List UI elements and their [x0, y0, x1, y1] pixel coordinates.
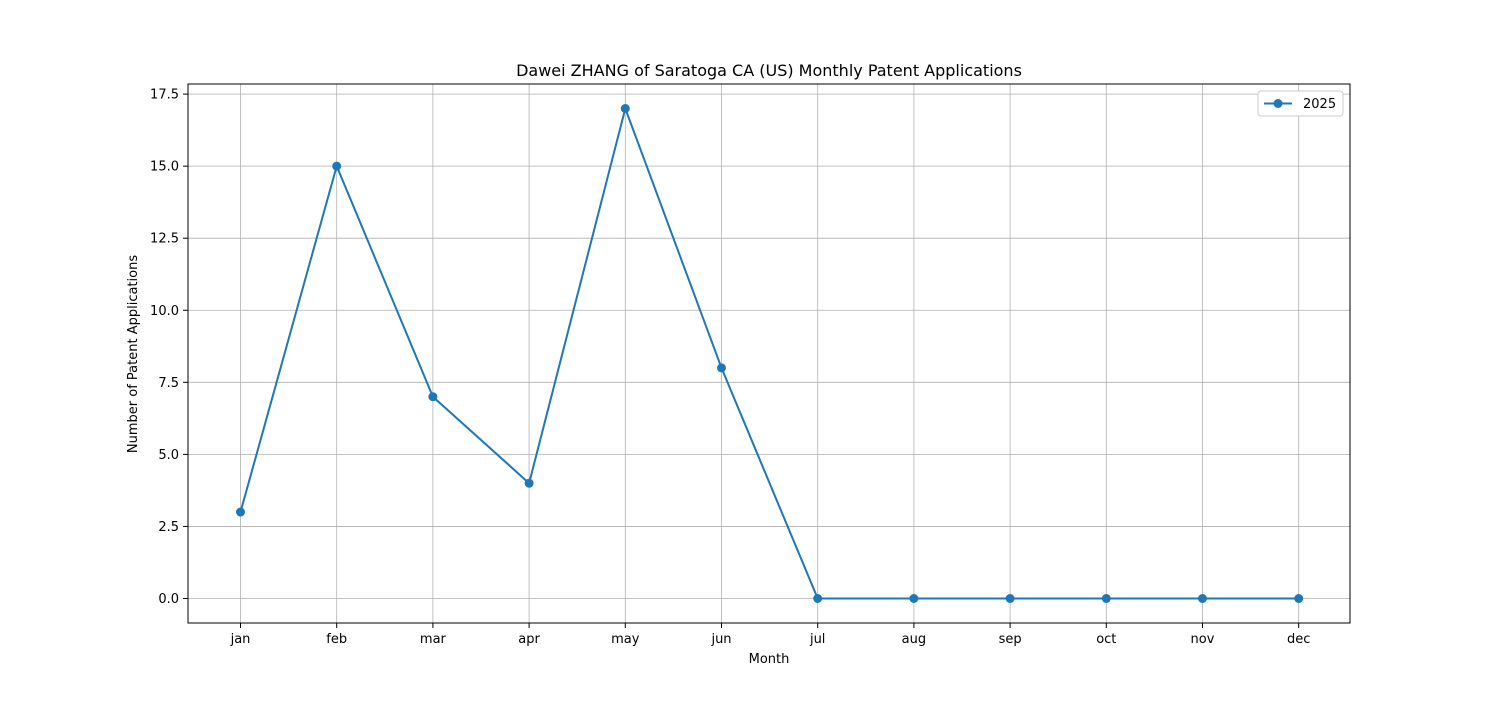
x-tick-label: feb — [326, 632, 347, 647]
y-tick-label: 7.5 — [158, 376, 179, 391]
data-point-jan — [236, 508, 245, 517]
y-tick-label: 17.5 — [150, 88, 179, 103]
x-axis-label: Month — [749, 652, 790, 667]
x-tick-label: mar — [420, 632, 447, 647]
y-tick-label: 15.0 — [150, 160, 179, 175]
x-tick-label: sep — [999, 632, 1022, 647]
y-axis-label: Number of Patent Applications — [126, 255, 141, 453]
data-point-mar — [428, 392, 437, 401]
y-tick-label: 2.5 — [158, 520, 179, 535]
data-point-feb — [332, 162, 341, 171]
data-point-dec — [1294, 594, 1303, 603]
y-tick-label: 0.0 — [158, 592, 179, 607]
data-point-sep — [1006, 594, 1015, 603]
x-tick-label: may — [611, 632, 640, 647]
data-point-jun — [717, 363, 726, 372]
x-tick-label: aug — [902, 632, 926, 647]
y-tick-label: 5.0 — [158, 448, 179, 463]
x-tick-label: oct — [1096, 632, 1116, 647]
x-tick-label: jul — [809, 632, 825, 647]
x-tick-label: dec — [1287, 632, 1310, 647]
chart-title: Dawei ZHANG of Saratoga CA (US) Monthly … — [516, 61, 1022, 80]
y-tick-label: 10.0 — [150, 304, 179, 319]
data-point-apr — [525, 479, 534, 488]
data-point-nov — [1198, 594, 1207, 603]
data-point-jul — [813, 594, 822, 603]
data-point-oct — [1102, 594, 1111, 603]
data-point-may — [621, 104, 630, 113]
y-tick-label: 12.5 — [150, 232, 179, 247]
x-tick-label: apr — [518, 632, 540, 647]
x-tick-label: jan — [230, 632, 251, 647]
data-point-aug — [909, 594, 918, 603]
legend-label-2025: 2025 — [1303, 97, 1336, 112]
legend-marker-sample — [1274, 99, 1283, 108]
x-tick-label: nov — [1191, 632, 1215, 647]
x-tick-label: jun — [710, 632, 731, 647]
legend: 2025 — [1258, 91, 1343, 116]
